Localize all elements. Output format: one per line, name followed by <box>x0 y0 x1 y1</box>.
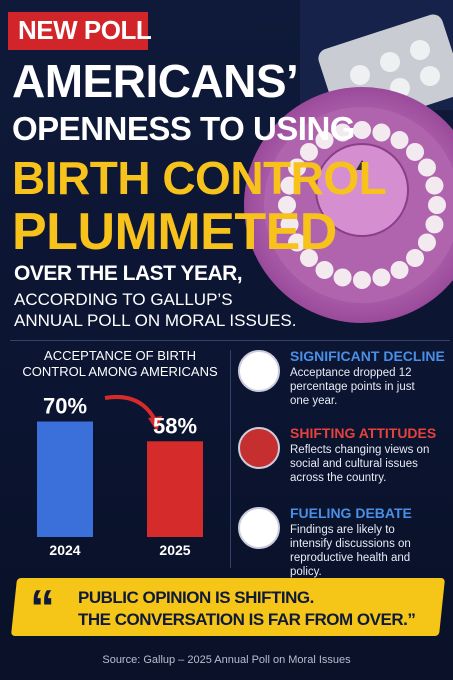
pill <box>280 176 299 195</box>
chart: 70% 2024 58% 2025 <box>37 394 203 558</box>
pill <box>299 142 318 161</box>
icon <box>238 427 280 469</box>
highlight-text: Acceptance dropped 12 percentage points … <box>290 367 415 407</box>
pill <box>390 131 409 150</box>
title-line: BIRTH CONTROL <box>12 152 387 204</box>
pill <box>417 158 436 177</box>
quote-line: PUBLIC OPINION IS SHIFTING. <box>78 588 314 607</box>
highlight-title: FUELING DEBATE <box>290 505 412 521</box>
subtitle-line: OVER THE LAST YEAR, <box>14 262 243 285</box>
badge-box <box>8 12 148 50</box>
pill <box>288 158 307 177</box>
quote-mark: “ <box>30 580 55 636</box>
title-line: AMERICANS’ <box>12 55 299 107</box>
value-label: 70% <box>43 394 87 419</box>
divider <box>230 350 231 568</box>
pill <box>353 271 371 289</box>
pill <box>372 268 391 287</box>
pill <box>278 196 296 214</box>
pill <box>428 196 446 214</box>
pill <box>390 260 409 279</box>
pill <box>425 215 444 234</box>
pill <box>333 268 352 287</box>
x-tick-label: 2025 <box>159 542 190 558</box>
title-line: PLUMMETED <box>12 203 337 261</box>
bar <box>37 421 93 537</box>
pill <box>299 249 318 268</box>
highlight-title: SHIFTING ATTITUDES <box>290 425 437 441</box>
highlight-text: Reflects changing views on social and cu… <box>290 444 430 484</box>
value-label: 58% <box>153 413 197 438</box>
title-line: OPENNESS TO USING <box>12 110 355 147</box>
subtitle-line: ANNUAL POLL ON MORAL ISSUES. <box>14 311 297 330</box>
pill <box>406 249 425 268</box>
x-tick-label: 2024 <box>49 542 80 558</box>
pill <box>280 215 299 234</box>
pill-illustration <box>244 0 453 323</box>
highlight-text: Findings are likely to intensify discuss… <box>290 524 411 578</box>
pill <box>315 260 334 279</box>
source: Source: Gallup – 2025 Annual Poll on Mor… <box>102 654 351 666</box>
badge: NEW POLL <box>18 15 152 45</box>
bar <box>147 441 203 537</box>
icon <box>238 507 280 549</box>
pill <box>372 123 391 142</box>
pill <box>315 131 334 150</box>
highlight-title: SIGNIFICANT DECLINE <box>290 348 445 364</box>
pill <box>288 233 307 252</box>
quote-line: THE CONVERSATION IS FAR FROM OVER.” <box>78 610 416 629</box>
pill <box>353 121 371 139</box>
pill <box>417 233 436 252</box>
pill <box>406 142 425 161</box>
chart-title: ACCEPTANCE OF BIRTH CONTROL AMONG AMERIC… <box>22 348 218 379</box>
icon <box>238 350 280 392</box>
pill <box>333 123 352 142</box>
pill <box>425 176 444 195</box>
subtitle-line: ACCORDING TO GALLUP’S <box>14 290 233 309</box>
divider <box>10 340 450 341</box>
